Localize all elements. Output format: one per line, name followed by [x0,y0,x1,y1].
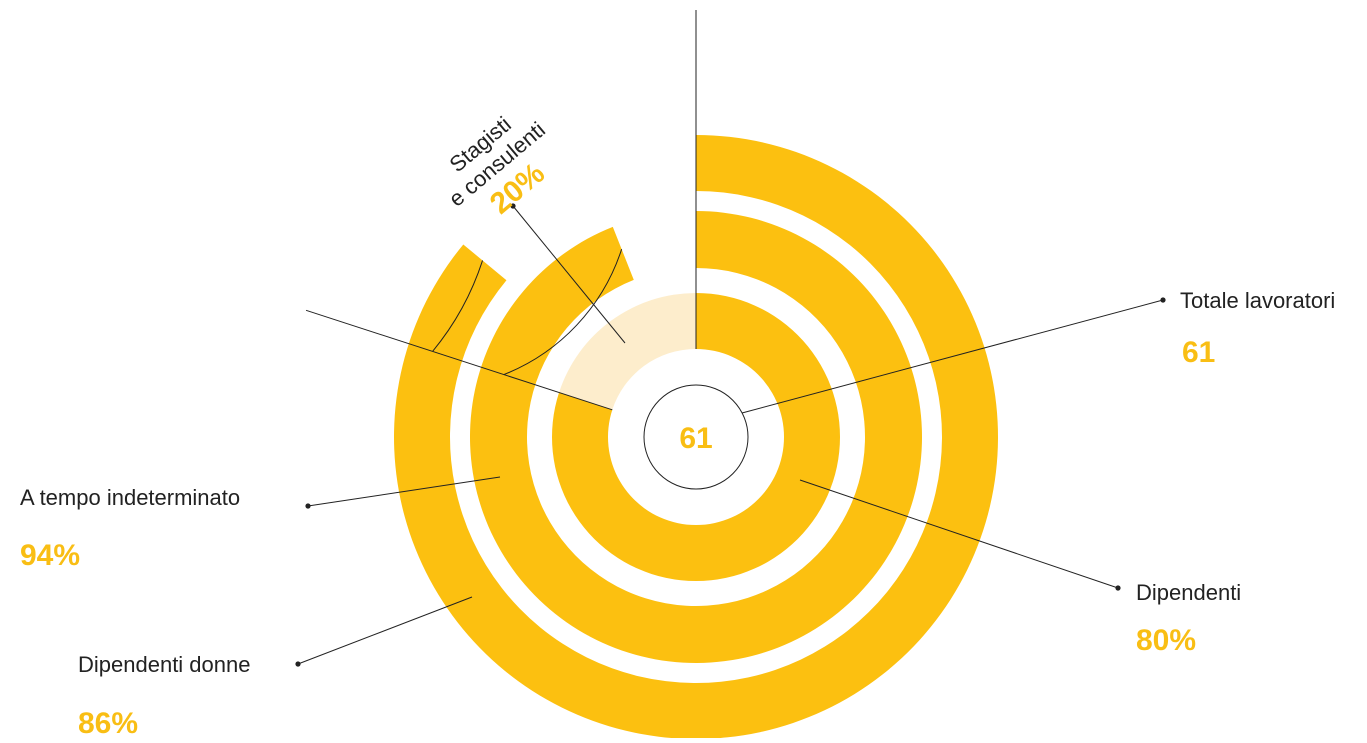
leader-dipendenti-dot [1115,585,1121,591]
value-dipendenti: 80% [1136,624,1196,657]
leader-totale-line [741,299,1164,414]
value-totale-lavoratori: 61 [1182,336,1215,369]
boundary-line [305,309,613,411]
guide-arc-donne [432,260,484,352]
leader-donne-dot [295,661,301,667]
center-circle [643,384,749,490]
label-dipendenti: Dipendenti [1136,580,1241,605]
arcs-group [393,135,998,739]
leader-dipendenti-line [799,479,1119,589]
value-donne: 86% [78,707,138,738]
arc-dipendenti [552,293,841,581]
leader-indeterminato-line [307,476,501,507]
leader-donne-line [297,596,473,665]
leaders-group [295,203,1166,667]
label-totale-lavoratori: Totale lavoratori [1180,288,1335,313]
leader-stagisti-dot [510,203,516,209]
guide-arc-indeterminato [503,249,623,376]
leader-stagisti-line [512,205,626,344]
label-stagisti-group: Stagisti e consulenti 20% [444,111,551,220]
center-value: 61 [679,422,712,455]
leader-totale-dot [1160,297,1166,303]
value-indeterminato: 94% [20,539,80,572]
guides-group [305,10,697,411]
arc-stagisti [559,293,696,410]
label-donne: Dipendenti donne [78,652,250,677]
leader-indeterminato-dot [305,503,311,509]
label-indeterminato: A tempo indeterminato [20,485,240,510]
